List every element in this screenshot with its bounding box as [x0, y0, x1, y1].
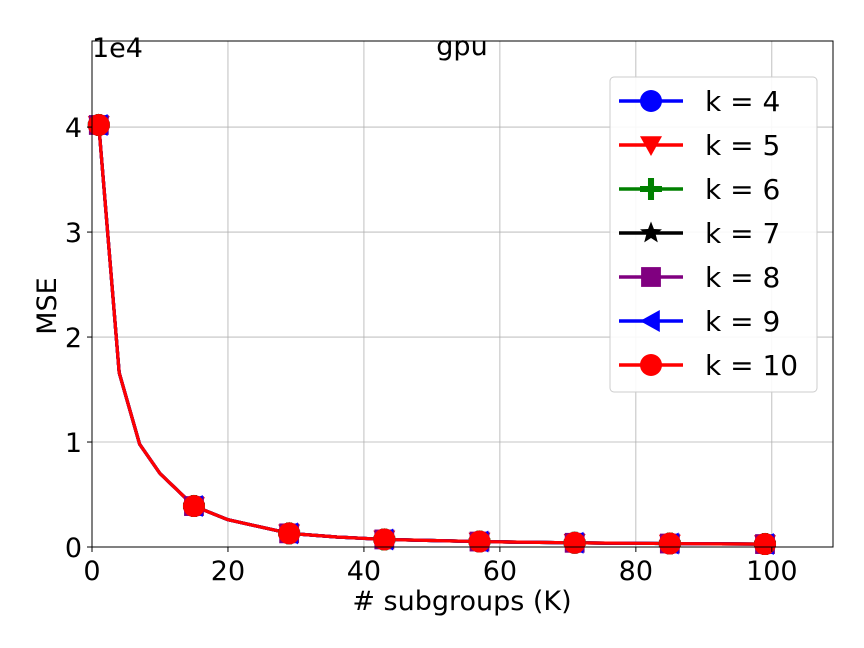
data-point — [754, 533, 777, 556]
x-tick-label: 40 — [347, 556, 381, 587]
legend-marker — [640, 354, 662, 376]
legend-marker — [640, 221, 662, 243]
data-point — [658, 532, 681, 555]
x-axis-label: # subgroups (K) — [352, 586, 571, 617]
y-tick-label: 2 — [65, 323, 82, 354]
legend-label: k = 9 — [705, 305, 780, 338]
y-tick-label: 0 — [65, 533, 82, 564]
legend-marker — [640, 310, 660, 332]
x-tick-label: 20 — [211, 556, 245, 587]
axis-ticks: 0 20 40 60 80 100 0 1 2 3 4 — [65, 113, 798, 587]
x-tick-label: 0 — [83, 556, 100, 587]
data-point — [182, 495, 205, 518]
legend-label: k = 7 — [705, 217, 780, 250]
x-tick-label: 80 — [619, 556, 653, 587]
y-tick-label: 1 — [65, 428, 82, 459]
legend-label: k = 10 — [705, 349, 798, 382]
legend-marker — [640, 136, 662, 156]
legend-box — [609, 76, 818, 393]
data-point — [373, 528, 396, 551]
legend-marker — [640, 90, 662, 112]
legend-label: k = 8 — [705, 261, 780, 294]
x-tick-label: 60 — [483, 556, 517, 587]
series-markers — [87, 113, 777, 556]
legend-label: k = 4 — [705, 85, 780, 118]
legend-marker — [640, 178, 662, 201]
legend-label: k = 5 — [705, 129, 780, 162]
chart-title: gpu — [436, 31, 487, 62]
y-tick-label: 4 — [65, 113, 82, 144]
data-point — [468, 530, 491, 553]
y-tick-label: 3 — [65, 218, 82, 249]
data-point — [278, 522, 301, 545]
y-axis-label: MSE — [32, 277, 63, 335]
plot-frame — [91, 40, 834, 548]
legend: k = 4 k = 5 k = 6 k = 7 k = 8 k = 9 k = 10 — [609, 76, 818, 393]
data-point — [563, 531, 586, 554]
data-point — [87, 113, 110, 136]
legend-label: k = 6 — [705, 173, 780, 206]
x-tick-label: 100 — [746, 556, 798, 587]
legend-marker — [641, 267, 661, 287]
y-axis-offset-label: 1e4 — [92, 33, 143, 64]
